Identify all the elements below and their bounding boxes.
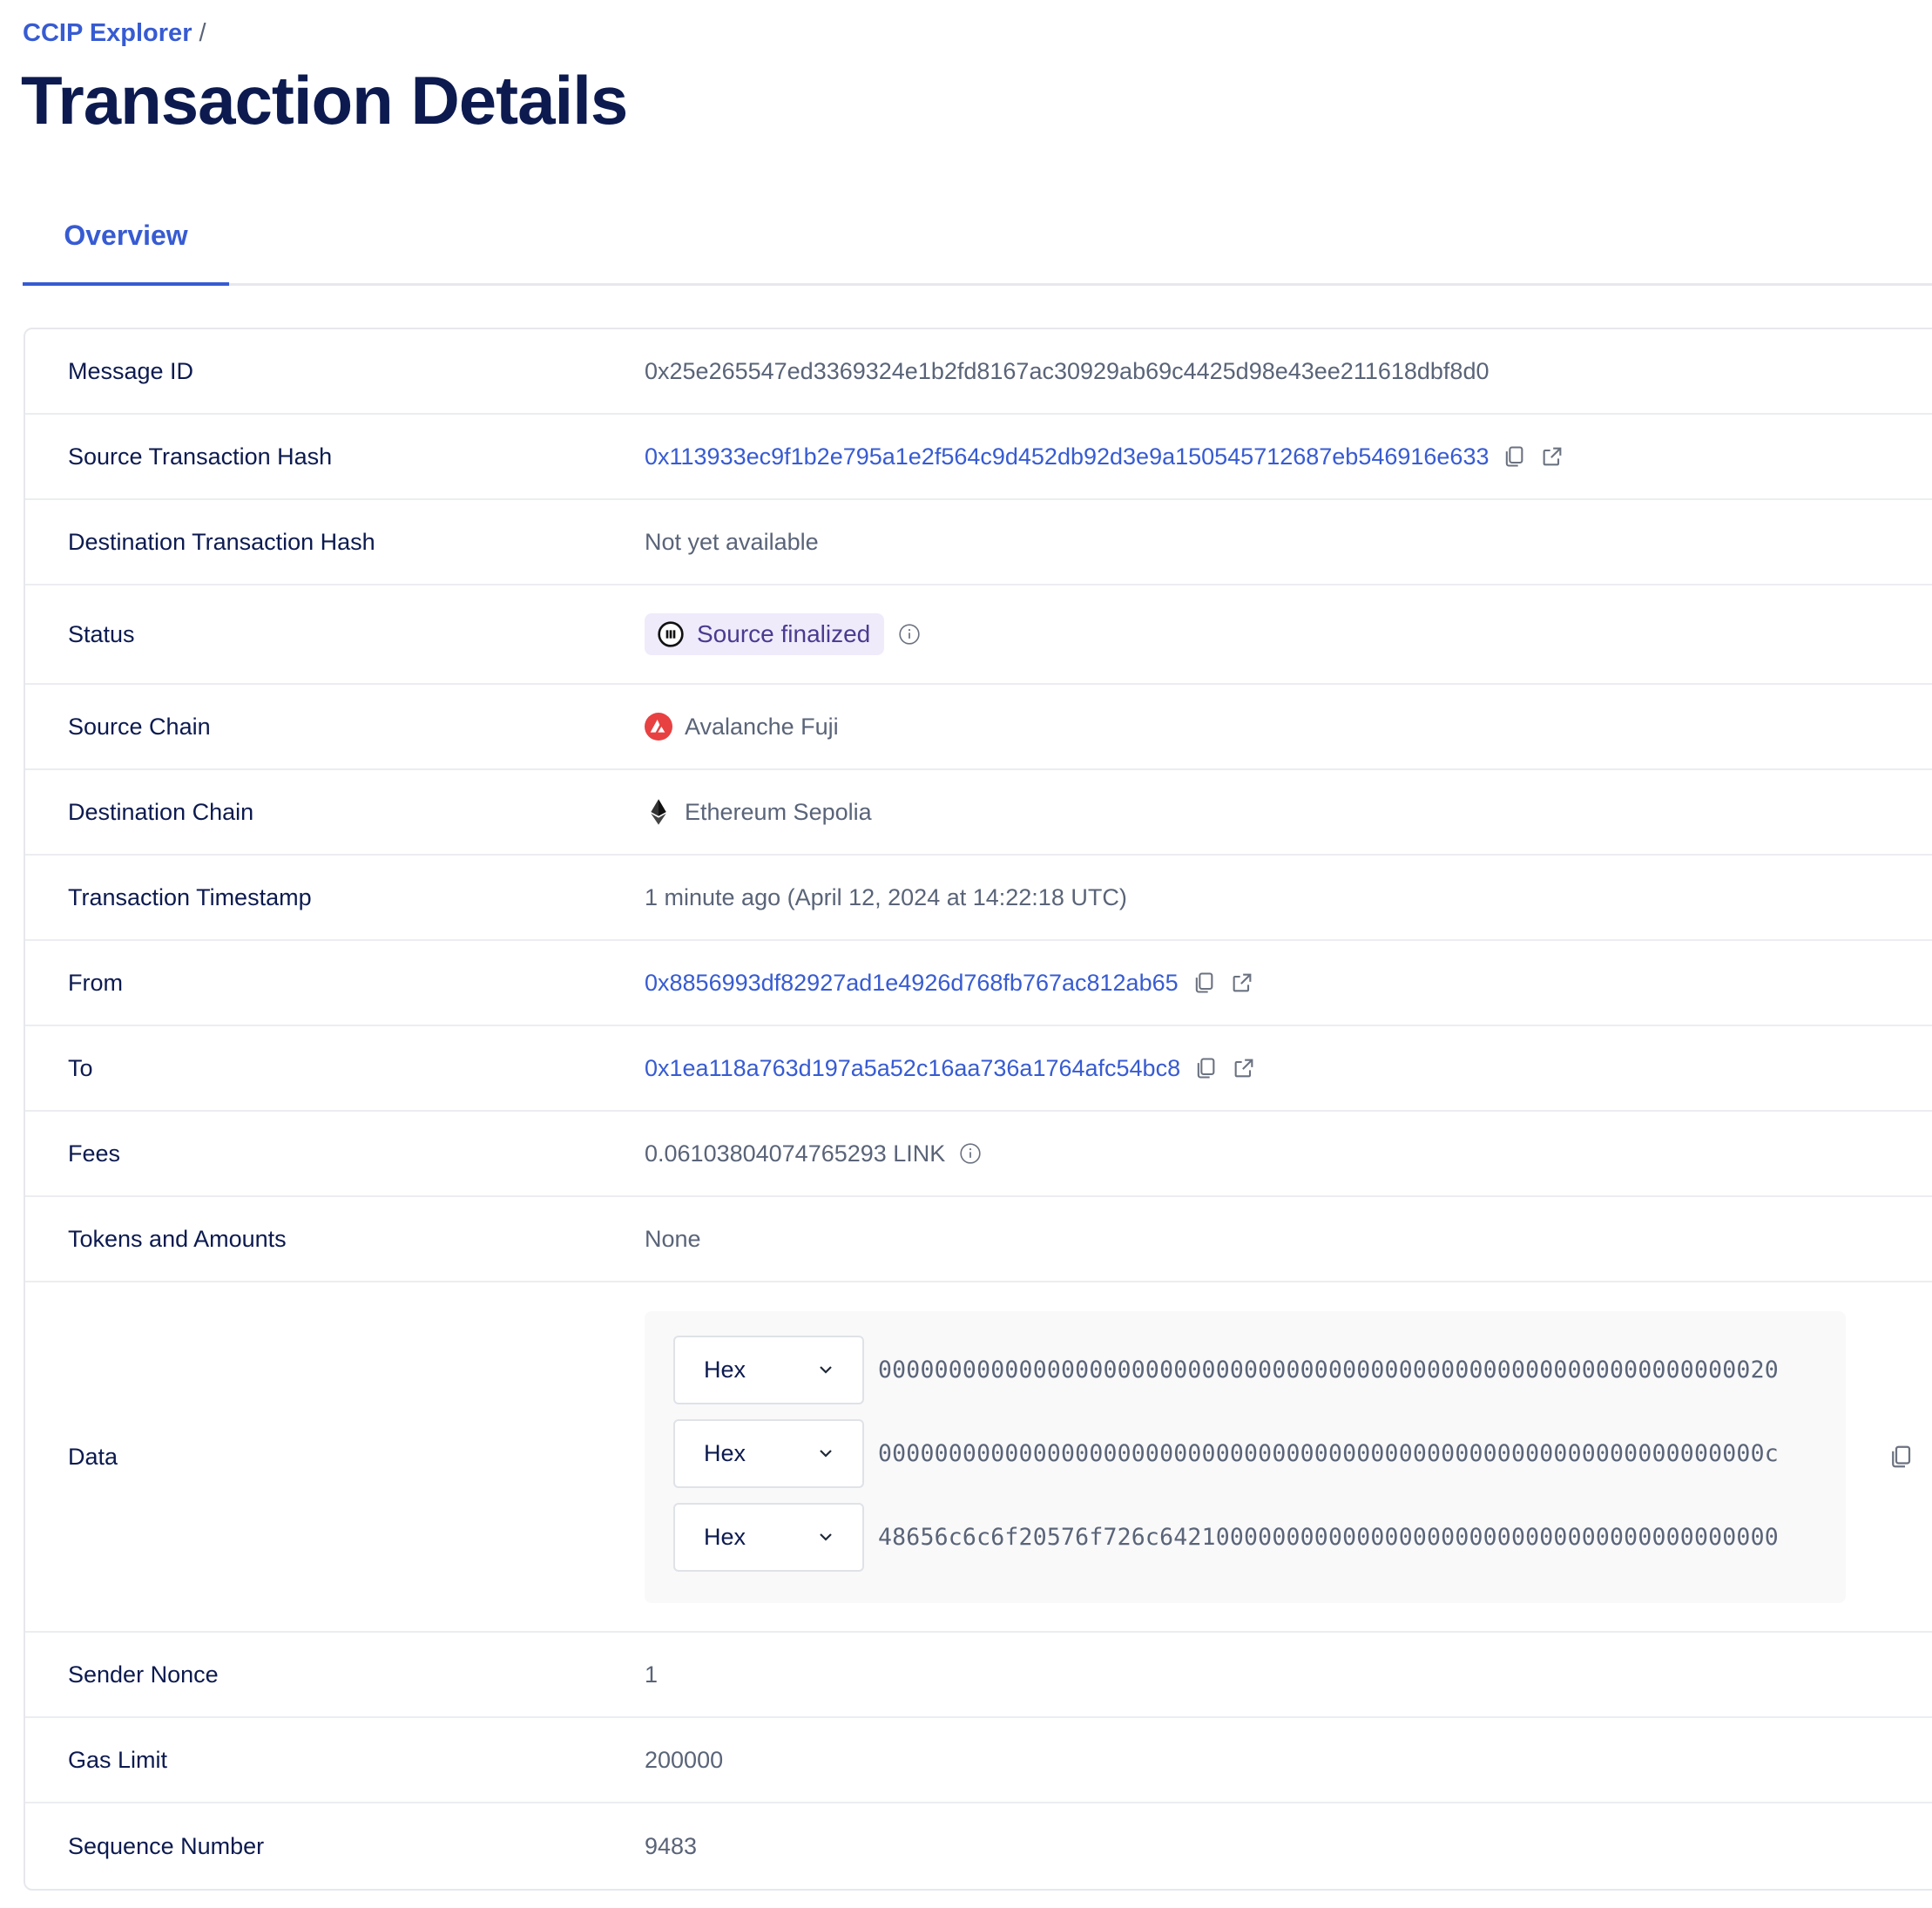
data-row: Hex 000000000000000000000000000000000000… [673,1418,1846,1488]
row-label: Gas Limit [68,1746,168,1773]
format-select[interactable]: Hex [673,1502,864,1572]
row-label: Message ID [68,357,194,384]
dest-chain-value: Ethereum Sepolia [685,798,872,825]
copy-icon[interactable] [1192,1055,1219,1081]
info-icon[interactable] [957,1140,983,1167]
fees-value: 0.06103804074765293 LINK [645,1140,946,1167]
row-label: Source Chain [68,713,211,740]
row-label: Tokens and Amounts [68,1225,287,1252]
details-table: Message ID 0x25e265547ed3369324e1b2fd816… [24,328,1932,1891]
row-label: Source Transaction Hash [68,443,333,470]
row-label: Sender Nonce [68,1661,219,1688]
row-timestamp: Transaction Timestamp 1 minute ago (Apri… [25,856,1932,941]
tokens-value: None [645,1225,701,1252]
from-address-link[interactable]: 0x8856993df82927ad1e4926d768fb767ac812ab… [645,969,1179,996]
row-label: Fees [68,1140,121,1167]
row-dest-chain: Destination Chain Ethereum Sepolia [25,770,1932,856]
row-label: Destination Chain [68,798,254,825]
row-label: From [68,969,123,996]
copy-icon[interactable] [1191,970,1217,996]
nonce-value: 1 [645,1661,659,1688]
chevron-down-icon [815,1526,836,1547]
source-chain-value: Avalanche Fuji [685,713,839,740]
data-hex-value: 48656c6c6f20576f726c64210000000000000000… [878,1523,1779,1551]
row-sequence: Sequence Number 9483 [25,1803,1932,1889]
data-row: Hex 000000000000000000000000000000000000… [673,1335,1846,1404]
external-link-icon[interactable] [1231,1055,1257,1081]
external-link-icon[interactable] [1539,443,1565,470]
breadcrumb-ccip-explorer-link[interactable]: CCIP Explorer [23,19,193,47]
format-select-value: Hex [704,1356,746,1383]
format-select[interactable]: Hex [673,1335,864,1404]
page-title: Transaction Details [21,62,628,139]
copy-icon[interactable] [1501,443,1527,470]
row-source-chain: Source Chain Avalanche Fuji [25,685,1932,770]
row-gas-limit: Gas Limit 200000 [25,1718,1932,1803]
row-label: Sequence Number [68,1832,265,1859]
pause-circle-icon [658,621,684,647]
chevron-down-icon [815,1359,836,1380]
data-hex-value: 0000000000000000000000000000000000000000… [878,1439,1779,1467]
row-label: Data [68,1443,118,1470]
data-row: Hex 48656c6c6f20576f726c6421000000000000… [673,1502,1846,1572]
external-link-icon[interactable] [1229,970,1255,996]
data-hex-value: 0000000000000000000000000000000000000000… [878,1356,1779,1384]
dest-tx-hash-value: Not yet available [645,528,819,555]
chevron-down-icon [815,1443,836,1464]
row-label: Transaction Timestamp [68,883,312,910]
row-label: Destination Transaction Hash [68,528,375,555]
sequence-value: 9483 [645,1832,698,1859]
format-select-value: Hex [704,1439,746,1466]
row-fees: Fees 0.06103804074765293 LINK [25,1112,1932,1197]
row-tokens: Tokens and Amounts None [25,1197,1932,1282]
to-address-link[interactable]: 0x1ea118a763d197a5a52c16aa736a1764afc54b… [645,1054,1181,1081]
row-label: To [68,1054,93,1081]
row-to: To 0x1ea118a763d197a5a52c16aa736a1764afc… [25,1026,1932,1112]
gas-limit-value: 200000 [645,1746,724,1773]
data-box: Hex 000000000000000000000000000000000000… [645,1310,1846,1603]
row-message-id: Message ID 0x25e265547ed3369324e1b2fd816… [25,329,1932,415]
copy-data-icon[interactable] [1888,1444,1914,1470]
info-icon[interactable] [896,621,922,647]
status-badge: Source finalized [645,613,885,655]
status-text: Source finalized [697,620,871,647]
source-tx-hash-link[interactable]: 0x113933ec9f1b2e795a1e2f564c9d452db92d3e… [645,443,1490,470]
row-label: Status [68,620,135,647]
tab-bar: Overview [23,200,1932,286]
breadcrumb-separator: / [199,19,206,47]
row-source-tx-hash: Source Transaction Hash 0x113933ec9f1b2e… [25,415,1932,500]
message-id-value: 0x25e265547ed3369324e1b2fd8167ac30929ab6… [645,357,1490,384]
avalanche-icon [645,713,672,741]
row-status: Status Source finalized [25,585,1932,685]
format-select[interactable]: Hex [673,1418,864,1488]
row-data: Data Hex 0000000000000000000000000000000… [25,1282,1932,1633]
format-select-value: Hex [704,1523,746,1550]
tab-overview[interactable]: Overview [23,200,229,286]
breadcrumb: CCIP Explorer / [23,19,206,48]
row-dest-tx-hash: Destination Transaction Hash Not yet ava… [25,500,1932,585]
ethereum-icon [651,799,666,825]
row-from: From 0x8856993df82927ad1e4926d768fb767ac… [25,941,1932,1026]
row-nonce: Sender Nonce 1 [25,1633,1932,1718]
timestamp-value: 1 minute ago (April 12, 2024 at 14:22:18… [645,883,1127,910]
